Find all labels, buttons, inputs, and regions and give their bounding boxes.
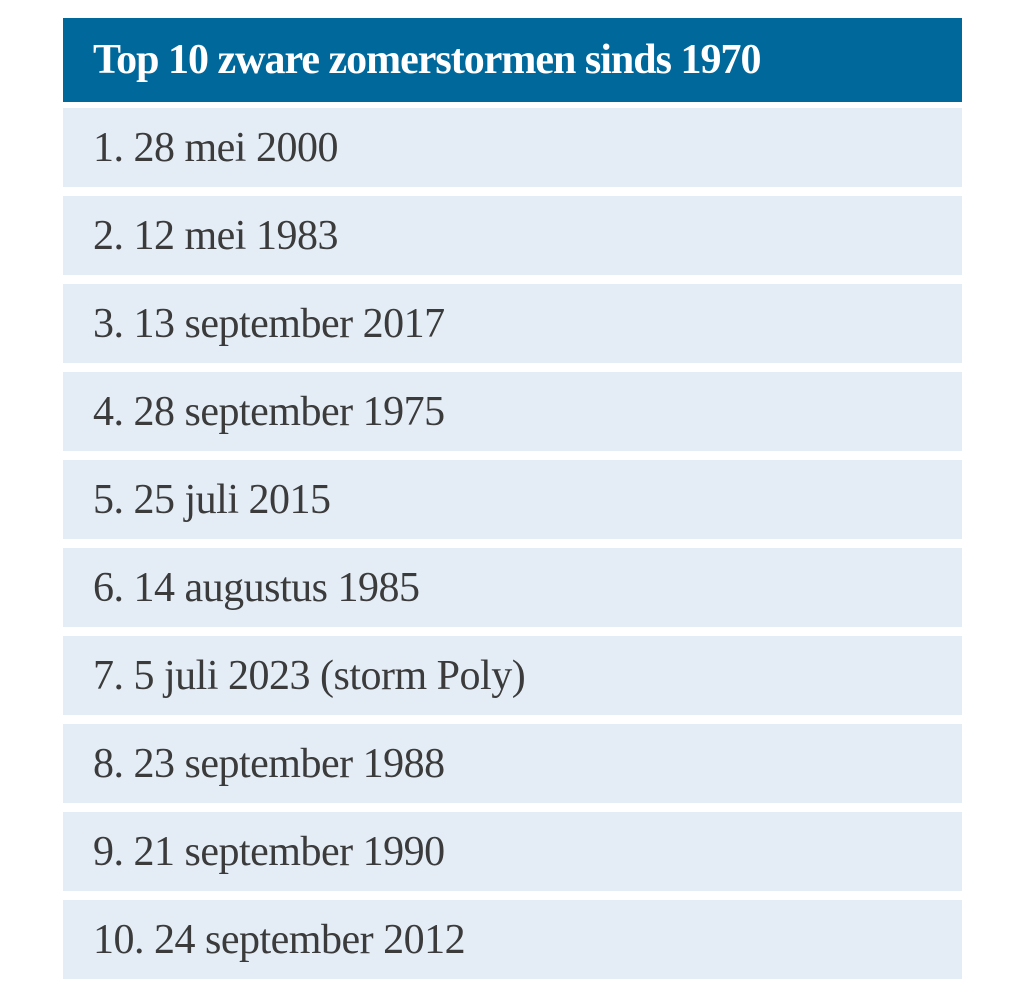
storm-table: Top 10 zware zomerstormen sinds 1970 1. … — [63, 18, 962, 979]
row-text: 3. 13 september 2017 — [93, 300, 445, 347]
row-text: 6. 14 augustus 1985 — [93, 564, 420, 611]
row-text: 7. 5 juli 2023 (storm Poly) — [93, 652, 526, 699]
row-text: 10. 24 september 2012 — [93, 916, 466, 963]
table-row: 3. 13 september 2017 — [63, 284, 962, 363]
row-text: 4. 28 september 1975 — [93, 388, 445, 435]
table-row: 2. 12 mei 1983 — [63, 196, 962, 275]
row-text: 5. 25 juli 2015 — [93, 476, 331, 523]
row-text: 8. 23 september 1988 — [93, 740, 445, 787]
table-row: 4. 28 september 1975 — [63, 372, 962, 451]
table-rows: 1. 28 mei 2000 2. 12 mei 1983 3. 13 sept… — [63, 108, 962, 979]
table-header: Top 10 zware zomerstormen sinds 1970 — [63, 18, 962, 102]
table-row: 10. 24 september 2012 — [63, 900, 962, 979]
row-text: 1. 28 mei 2000 — [93, 124, 338, 171]
table-row: 1. 28 mei 2000 — [63, 108, 962, 187]
table-row: 7. 5 juli 2023 (storm Poly) — [63, 636, 962, 715]
table-row: 9. 21 september 1990 — [63, 812, 962, 891]
row-text: 9. 21 september 1990 — [93, 828, 445, 875]
row-text: 2. 12 mei 1983 — [93, 212, 338, 259]
table-row: 8. 23 september 1988 — [63, 724, 962, 803]
table-title: Top 10 zware zomerstormen sinds 1970 — [93, 37, 761, 83]
table-row: 5. 25 juli 2015 — [63, 460, 962, 539]
table-row: 6. 14 augustus 1985 — [63, 548, 962, 627]
